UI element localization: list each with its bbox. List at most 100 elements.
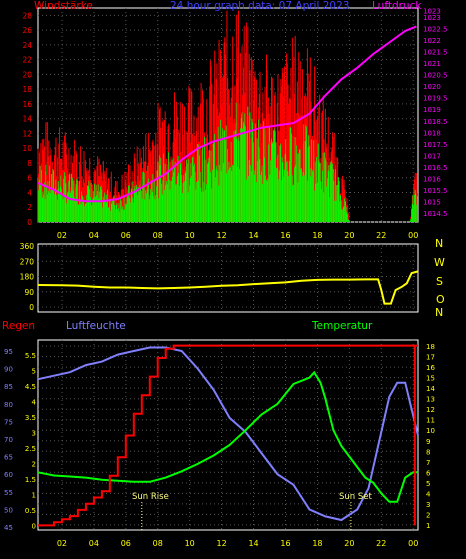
wind-x-tick-label: 14 bbox=[248, 231, 258, 240]
wind-x-tick-label: 02 bbox=[57, 231, 67, 240]
pressure-tick-label: 1020 bbox=[423, 83, 441, 91]
rain-tick-label: 5.5 bbox=[25, 352, 36, 360]
env-x-tick-label: 22 bbox=[376, 539, 386, 548]
humidity-tick-label: 75 bbox=[4, 418, 13, 426]
rain-tick-label: 3.5 bbox=[25, 414, 36, 422]
rain-tick-label: 4 bbox=[32, 398, 37, 406]
temperature-tick-label: 3 bbox=[426, 501, 430, 509]
temperature-tick-label: 18 bbox=[426, 343, 435, 351]
temperature-tick-label: 5 bbox=[426, 480, 430, 488]
temperature-tick-label: 8 bbox=[426, 448, 430, 456]
temperature-tick-label: 14 bbox=[426, 385, 435, 393]
humidity-line bbox=[37, 346, 419, 522]
rain-tick-label: 2 bbox=[32, 460, 36, 468]
pressure-tick-label: 1017 bbox=[423, 152, 441, 160]
rain-humidity-temperature-panel: 12345678910111213141516171800.511.522.53… bbox=[4, 339, 435, 548]
temperature-tick-label: 7 bbox=[426, 459, 430, 467]
env-x-tick-label: 10 bbox=[185, 539, 195, 548]
compass-north-bottom: N bbox=[435, 306, 444, 319]
pressure-tick-label: 1022.5 bbox=[423, 26, 448, 34]
temperature-tick-label: 16 bbox=[426, 364, 435, 372]
humidity-tick-label: 85 bbox=[4, 383, 13, 391]
env-x-tick-label: 00 bbox=[408, 539, 418, 548]
humidity-tick-label: 50 bbox=[4, 506, 13, 514]
temperature-tick-label: 13 bbox=[426, 396, 435, 404]
humidity-tick-label: 60 bbox=[4, 471, 13, 479]
temperature-tick-label: 6 bbox=[426, 469, 431, 477]
rain-tick-label: 0.5 bbox=[25, 507, 36, 515]
env-x-tick-label: 06 bbox=[121, 539, 131, 548]
rain-tick-label: 1.5 bbox=[25, 476, 36, 484]
temperature-tick-label: 17 bbox=[426, 354, 435, 362]
env-x-tick-label: 02 bbox=[57, 539, 67, 548]
pressure-tick-label: 1021 bbox=[423, 60, 441, 68]
wind-tick-label: 10 bbox=[22, 144, 32, 153]
pressure-tick-label: 1015 bbox=[423, 198, 441, 206]
direction-frame bbox=[37, 243, 419, 313]
pressure-tick-label: 1017.5 bbox=[423, 141, 448, 149]
wind-direction-panel: 360 270 180 90 0 bbox=[20, 242, 419, 313]
pressure-tick-label: 1023 bbox=[423, 7, 441, 15]
temperature-tick-label: 4 bbox=[426, 490, 431, 498]
temperature-tick-label: 2 bbox=[426, 511, 430, 519]
env-x-tick-label: 12 bbox=[217, 539, 227, 548]
wind-tick-label: 26 bbox=[22, 26, 32, 35]
wind-tick-label: 14 bbox=[22, 115, 32, 124]
wind-pressure-panel: 02468101214161820222426281014.510151015.… bbox=[22, 7, 447, 240]
pressure-tick-label: 1018 bbox=[423, 129, 441, 137]
humidity-tick-label: 95 bbox=[4, 348, 13, 356]
pressure-tick-label: 1019 bbox=[423, 106, 441, 114]
direction-tick-label: 180 bbox=[20, 273, 35, 282]
pressure-tick-label: 1023 bbox=[423, 14, 441, 22]
pressure-tick-label: 1021.5 bbox=[423, 49, 448, 57]
pressure-tick-label: 1015.5 bbox=[423, 187, 448, 195]
wind-x-tick-label: 16 bbox=[280, 231, 290, 240]
compass-east: O bbox=[436, 293, 445, 306]
direction-tick-label: 270 bbox=[20, 257, 35, 266]
humidity-tick-label: 70 bbox=[4, 436, 13, 444]
pressure-tick-label: 1016.5 bbox=[423, 164, 448, 172]
wind-x-tick-label: 10 bbox=[185, 231, 195, 240]
sun-rise-label: Sun Rise bbox=[132, 492, 169, 502]
rain-tick-label: 2.5 bbox=[25, 445, 36, 453]
temperature-tick-label: 15 bbox=[426, 375, 435, 383]
temperature-tick-label: 11 bbox=[426, 417, 435, 425]
wind-tick-label: 24 bbox=[22, 41, 32, 50]
env-x-tick-label: 08 bbox=[153, 539, 163, 548]
temperature-line bbox=[37, 370, 418, 503]
temperature-tick-label: 12 bbox=[426, 406, 435, 414]
humidity-tick-label: 90 bbox=[4, 366, 13, 374]
sun-set-label: Sun Set bbox=[339, 492, 372, 502]
temperature-tick-label: 10 bbox=[426, 427, 435, 435]
wind-tick-label: 8 bbox=[27, 159, 32, 168]
rain-tick-label: 5 bbox=[32, 367, 36, 375]
wind-title: Windstärke bbox=[34, 0, 93, 12]
date-title: 24 hour graph data: 07 April 2023 bbox=[170, 0, 350, 12]
compass-west: W bbox=[434, 256, 445, 269]
rain-tick-label: 3 bbox=[32, 429, 36, 437]
wind-x-tick-label: 04 bbox=[89, 231, 99, 240]
humidity-title: Luftfeuchte bbox=[66, 320, 126, 332]
humidity-tick-label: 80 bbox=[4, 401, 13, 409]
wind-tick-label: 18 bbox=[22, 85, 32, 94]
humidity-tick-label: 65 bbox=[4, 454, 13, 462]
rain-line bbox=[38, 344, 418, 527]
wind-x-tick-label: 00 bbox=[408, 231, 418, 240]
wind-tick-label: 16 bbox=[22, 100, 32, 109]
direction-tick-label: 0 bbox=[29, 303, 34, 312]
wind-x-tick-label: 08 bbox=[153, 231, 163, 240]
compass-north-top: N bbox=[435, 237, 444, 250]
wind-x-tick-label: 06 bbox=[121, 231, 131, 240]
direction-line bbox=[37, 270, 419, 305]
temperature-tick-label: 1 bbox=[426, 522, 430, 530]
wind-tick-label: 12 bbox=[22, 129, 32, 138]
wind-x-tick-label: 12 bbox=[217, 231, 227, 240]
wind-tick-label: 20 bbox=[22, 70, 32, 79]
pressure-tick-label: 1018.5 bbox=[423, 118, 448, 126]
pressure-tick-label: 1022 bbox=[423, 37, 441, 45]
wind-tick-label: 0 bbox=[27, 218, 32, 227]
env-x-tick-label: 20 bbox=[344, 539, 354, 548]
env-x-tick-label: 18 bbox=[312, 539, 322, 548]
